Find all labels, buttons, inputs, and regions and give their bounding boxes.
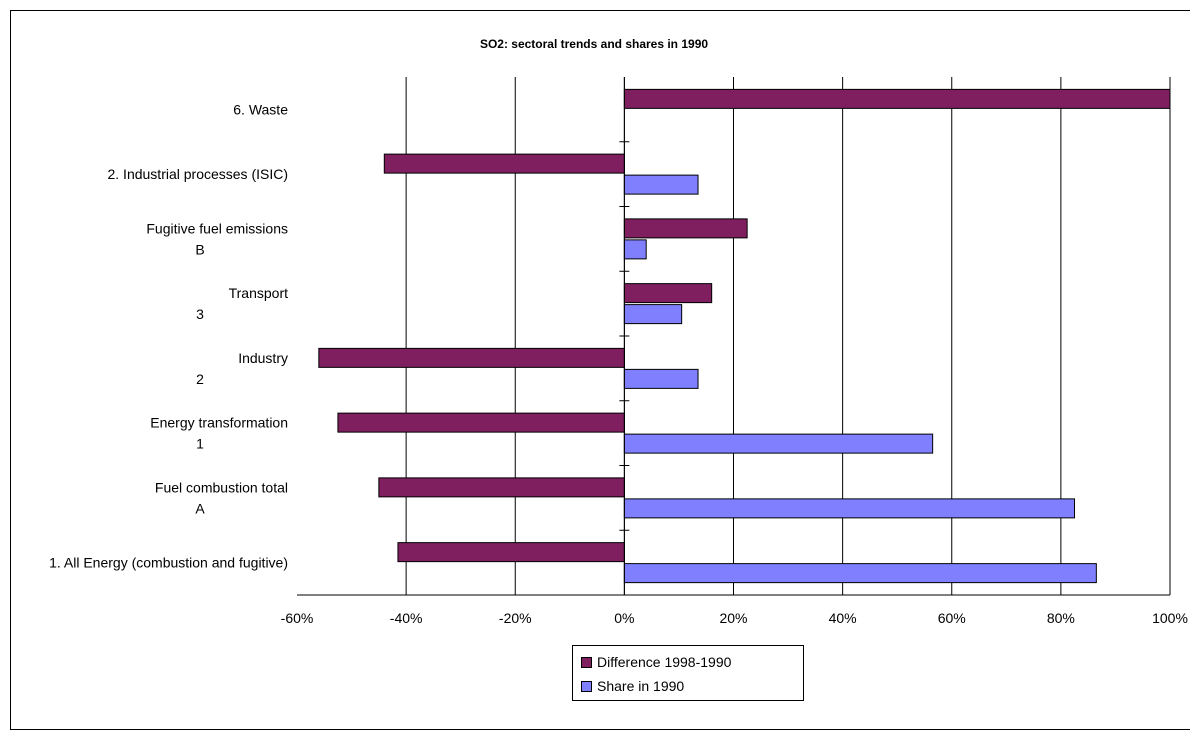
bar — [397, 542, 625, 563]
category-label: 3 — [196, 306, 204, 322]
x-tick-labels: -60% -40% -20% 0% 20% 40% 60% 80% 100% — [281, 610, 1188, 626]
bar — [623, 88, 1171, 109]
chart-title: SO2: sectoral trends and shares in 1990 — [480, 37, 708, 51]
bar — [318, 347, 625, 368]
x-tick-label: 80% — [1047, 610, 1075, 626]
x-tick-label: -60% — [281, 610, 314, 626]
category-label: Fugitive fuel emissions — [146, 220, 288, 236]
x-tick-label: 60% — [938, 610, 966, 626]
category-label: Industry — [238, 350, 288, 366]
legend-item-difference: Difference 1998-1990 — [581, 654, 731, 670]
legend-label-share: Share in 1990 — [597, 678, 685, 694]
category-labels: 6. Waste 2. Industrial processes (ISIC) Fu… — [49, 101, 288, 570]
bar — [378, 477, 625, 498]
bar — [623, 368, 699, 389]
bar-chart: SO2: sectoral trends and shares in 1990 … — [49, 37, 1188, 626]
legend-label-difference: Difference 1998-1990 — [597, 654, 732, 670]
bar — [623, 239, 647, 260]
x-tick-label: 100% — [1152, 610, 1188, 626]
category-label: 1 — [196, 436, 204, 452]
legend-item-share: Share in 1990 — [581, 678, 684, 694]
legend-swatch-difference — [581, 656, 592, 668]
axes — [297, 77, 1170, 596]
category-label: 2 — [196, 371, 204, 387]
legend: Difference 1998-1990 Share in 1990 — [572, 645, 804, 701]
x-tick-label: 20% — [719, 610, 747, 626]
category-label: B — [195, 241, 204, 257]
x-tick-label: 40% — [829, 610, 857, 626]
category-label: 2. Industrial processes (ISIC) — [107, 166, 288, 182]
category-label: 6. Waste — [233, 101, 288, 117]
x-tick-label: 0% — [614, 610, 634, 626]
category-label: Fuel combustion total — [155, 479, 288, 495]
category-label: Energy transformation — [150, 415, 288, 431]
x-tick-label: -20% — [499, 610, 532, 626]
bar — [337, 412, 625, 433]
category-label: Transport — [229, 285, 289, 301]
bar — [623, 433, 934, 454]
bar — [623, 498, 1076, 519]
bar — [623, 283, 713, 304]
legend-swatch-share — [581, 680, 592, 692]
bar — [383, 153, 625, 174]
category-label: A — [195, 500, 205, 516]
category-label: 1. All Energy (combustion and fugitive) — [49, 555, 288, 571]
bars — [318, 88, 1171, 584]
bar — [623, 174, 699, 195]
bar — [623, 218, 748, 239]
bar — [623, 304, 683, 325]
x-tick-label: -40% — [390, 610, 423, 626]
bar — [623, 563, 1097, 584]
